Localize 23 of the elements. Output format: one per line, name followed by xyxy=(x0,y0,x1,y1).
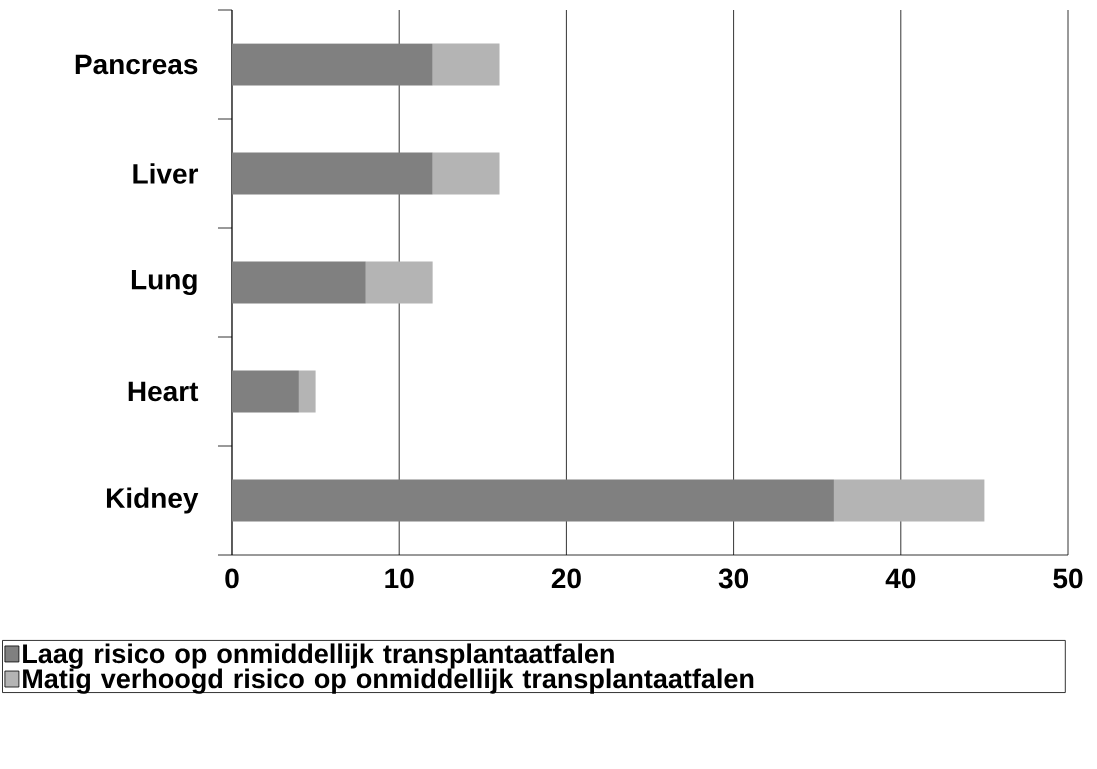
x-tick-label: 50 xyxy=(1053,568,1083,589)
x-tick-label: 10 xyxy=(385,568,414,589)
bar xyxy=(432,43,500,86)
bar xyxy=(833,479,985,522)
bar xyxy=(232,43,433,86)
bar xyxy=(232,152,433,195)
y-tick-label: Liver xyxy=(133,163,199,184)
bar xyxy=(365,261,433,304)
x-tick-label: 0 xyxy=(225,568,239,589)
bar xyxy=(232,261,366,304)
bar xyxy=(432,152,500,195)
x-tick-label: 40 xyxy=(885,568,916,589)
bar xyxy=(232,370,299,413)
y-tick-label: Lung xyxy=(131,269,197,296)
x-tick-label: 30 xyxy=(718,568,749,589)
legend-label: Laag risico op onmiddellijk transplantaatfalen xyxy=(23,643,614,669)
y-tick-label: Heart xyxy=(128,381,199,402)
legend-label: Matig verhoogd risico op onmiddellijk transplantaatfalen xyxy=(23,668,754,694)
bar xyxy=(232,479,834,522)
x-tick-label: 20 xyxy=(551,568,581,589)
y-tick-label: Kidney xyxy=(106,487,199,514)
bar xyxy=(298,370,316,413)
y-tick-label: Pancreas xyxy=(75,54,198,75)
